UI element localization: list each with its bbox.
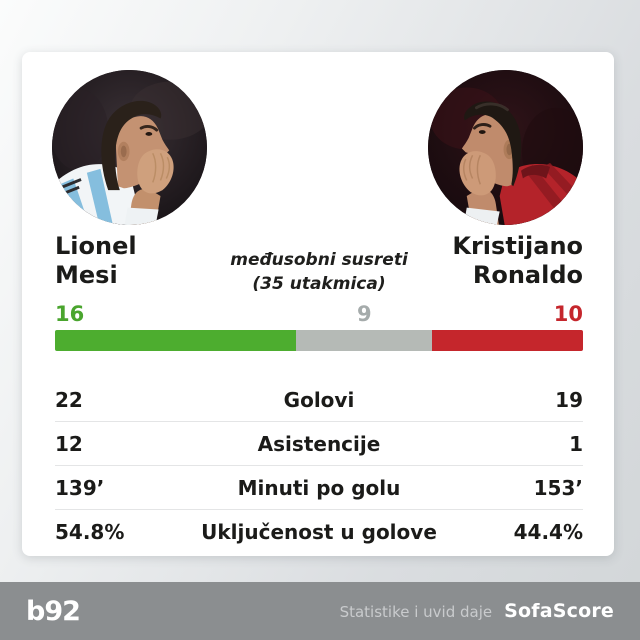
messi-portrait-icon (52, 70, 207, 225)
player-name-messi-last: Mesi (55, 261, 118, 289)
stat-value-right: 1 (569, 431, 583, 456)
player-name-ronaldo-first: Kristijano (452, 232, 584, 260)
head-to-head-values: 16 9 10 (55, 302, 583, 327)
stat-label: Golovi (283, 387, 355, 412)
comparison-card: Lionel Mesi međusobni susreti (35 utakmi… (22, 52, 614, 556)
player-name-ronaldo-last: Ronaldo (472, 261, 584, 289)
head-to-head-note: međusobni susreti (35 utakmica) (230, 232, 408, 296)
stat-label: Asistencije (257, 431, 381, 456)
ronaldo-portrait-icon (428, 70, 583, 225)
stat-label: Minuti po golu (237, 475, 401, 500)
footer-bar: b92 Statistike i uvid daje SofaScore (0, 582, 640, 640)
player-name-messi-first: Lionel (55, 232, 137, 260)
stat-value-right: 153’ (533, 475, 583, 500)
h2h-draws: 9 (356, 302, 372, 326)
player-name-messi: Lionel Mesi (55, 232, 230, 290)
head-to-head-note-line2: (35 utakmica) (252, 274, 386, 294)
h2h-wins-ronaldo: 10 (553, 302, 583, 326)
b92-logo: b92 (26, 595, 81, 627)
head-to-head-section: 16 9 10 (55, 302, 583, 351)
credit-text: Statistike i uvid daje (339, 603, 493, 621)
bar-segment-draws (296, 330, 433, 351)
stat-value-right: 44.4% (513, 519, 583, 544)
stat-row-ukljucenost: 54.8% Uključenost u golove 44.4% (55, 510, 583, 553)
player-photo-messi (52, 70, 207, 225)
stat-value-right: 19 (555, 387, 583, 412)
bar-segment-messi (55, 330, 297, 351)
bar-segment-ronaldo (432, 330, 583, 351)
stat-label: Uključenost u golove (201, 519, 437, 544)
stat-value-left: 54.8% (55, 519, 125, 544)
stat-value-left: 139’ (55, 475, 105, 500)
stat-row-minuti-po-golu: 139’ Minuti po golu 153’ (55, 466, 583, 510)
player-name-ronaldo: Kristijano Ronaldo (408, 232, 583, 290)
head-to-head-note-line1: međusobni susreti (230, 250, 408, 270)
stat-value-left: 12 (55, 431, 83, 456)
sofascore-logo: SofaScore (504, 600, 614, 622)
names-row: Lionel Mesi međusobni susreti (35 utakmi… (55, 232, 583, 296)
h2h-wins-messi: 16 (55, 302, 85, 326)
stats-table: 22 Golovi 19 12 Asistencije 1 139’ Minut… (55, 378, 583, 553)
stat-row-golovi: 22 Golovi 19 (55, 378, 583, 422)
stat-row-asistencije: 12 Asistencije 1 (55, 422, 583, 466)
stat-value-left: 22 (55, 387, 83, 412)
attribution: Statistike i uvid daje SofaScore (340, 600, 614, 622)
head-to-head-bar (55, 330, 583, 351)
player-photo-ronaldo (428, 70, 583, 225)
